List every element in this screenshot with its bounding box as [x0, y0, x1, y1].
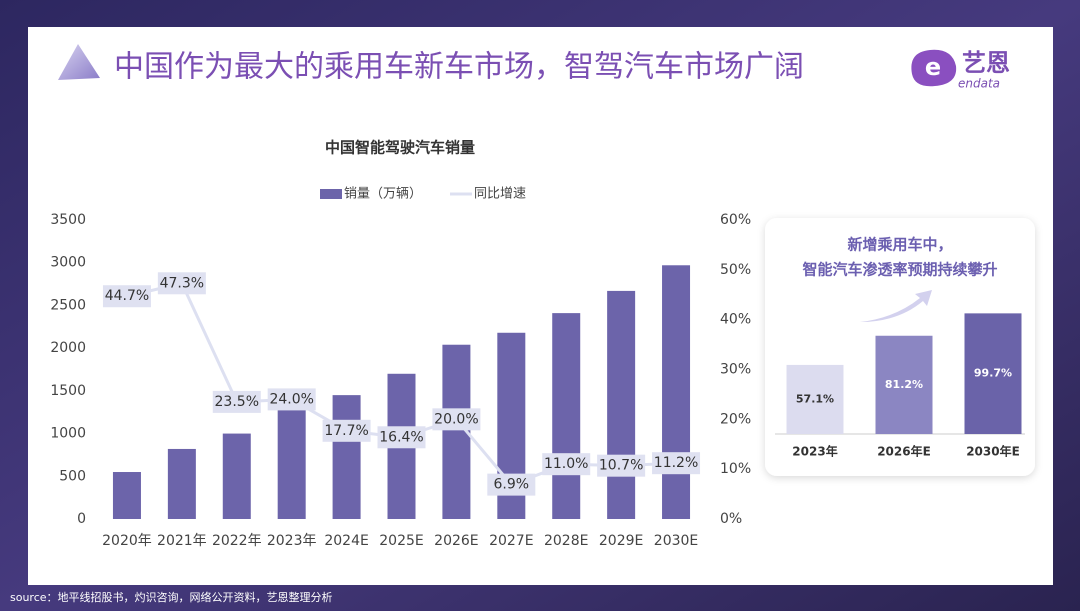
label-box [322, 419, 371, 442]
x-tick-label: 2030E [654, 533, 698, 549]
mini-bar [786, 364, 844, 434]
data-label: 10.7% [599, 458, 643, 474]
bar [332, 395, 361, 519]
bar [167, 448, 196, 519]
label-box [542, 453, 591, 476]
label-box [652, 452, 701, 475]
x-tick-label: 2020年 [102, 533, 152, 549]
legend-swatch [320, 189, 342, 199]
data-label: 16.4% [379, 429, 423, 445]
legend-label: 销量（万辆） [344, 187, 422, 202]
x-tick-label: 2028E [544, 533, 588, 549]
data-label: 11.2% [654, 455, 698, 471]
y-tick-label: 500 [59, 468, 86, 484]
bar [552, 313, 581, 519]
y2-tick-label: 60% [720, 212, 751, 228]
y-tick-label: 3500 [50, 212, 86, 228]
x-tick-label: 2023年 [267, 533, 317, 549]
data-label: 44.7% [105, 288, 149, 304]
bar [277, 407, 306, 519]
y-tick-label: 3000 [50, 255, 86, 271]
label-box [377, 426, 426, 449]
trend-arrow [860, 290, 932, 322]
label-box [597, 454, 646, 477]
data-label: 6.9% [494, 477, 530, 493]
logo-name: 艺恩 [962, 49, 1010, 77]
card-title: 智能汽车渗透率预期持续攀升 [802, 261, 997, 279]
y-tick-label: 1500 [50, 383, 86, 399]
y2-tick-label: 20% [720, 411, 751, 427]
x-tick-label: 2026E [434, 533, 478, 549]
label-box [432, 408, 481, 431]
y2-tick-label: 30% [720, 362, 751, 378]
data-label: 47.3% [160, 275, 204, 291]
y2-tick-label: 50% [720, 262, 751, 278]
y-tick-label: 0 [77, 511, 86, 527]
y-tick-label: 1000 [50, 426, 86, 442]
x-tick-label: 2021年 [157, 533, 207, 549]
mini-x-label: 2030年E [966, 444, 1020, 459]
label-box [157, 272, 206, 295]
bar [662, 265, 691, 519]
data-label: 23.5% [215, 394, 259, 410]
source: source：地平线招股书，灼识咨询，网络公开资料，艺恩整理分析 [10, 590, 333, 604]
logo-mark [911, 49, 957, 87]
y2-tick-label: 40% [720, 312, 751, 328]
x-tick-label: 2027E [489, 533, 533, 549]
chart-title: 中国智能驾驶汽车销量 [325, 139, 475, 157]
legend-label: 同比增速 [474, 187, 526, 202]
bar [222, 433, 251, 519]
data-label: 24.0% [269, 391, 313, 407]
y2-tick-label: 10% [720, 461, 751, 477]
mini-x-label: 2023年 [792, 444, 837, 459]
label-box [212, 390, 261, 413]
x-tick-label: 2025E [379, 533, 423, 549]
data-label: 20.0% [434, 411, 478, 427]
card-title: 新增乘用车中， [847, 236, 952, 254]
y2-tick-label: 0% [720, 511, 742, 527]
x-tick-label: 2022年 [212, 533, 262, 549]
label-box [487, 473, 536, 496]
bar [607, 290, 636, 519]
bar [112, 472, 141, 519]
data-label: 11.0% [544, 456, 588, 472]
logo-sub: endata [958, 77, 1000, 91]
slide-title: 中国作为最大的乘用车新车市场，智驾汽车市场广阔 [114, 50, 804, 85]
mini-bar [964, 313, 1022, 434]
mini-value-label: 99.7% [974, 367, 1012, 380]
title-icon [58, 44, 100, 80]
data-label: 17.7% [324, 423, 368, 439]
label-box [267, 388, 316, 411]
mini-bar [875, 335, 933, 434]
logo-glyph: e [925, 53, 941, 81]
x-tick-label: 2024E [324, 533, 368, 549]
x-tick-label: 2029E [599, 533, 643, 549]
mini-value-label: 57.1% [796, 392, 834, 405]
label-box [102, 285, 151, 308]
y-tick-label: 2000 [50, 340, 86, 356]
mini-x-label: 2026年E [877, 444, 931, 459]
y-tick-label: 2500 [50, 297, 86, 313]
mini-value-label: 81.2% [885, 378, 923, 391]
logo: e 艺恩 endata [911, 49, 1010, 91]
